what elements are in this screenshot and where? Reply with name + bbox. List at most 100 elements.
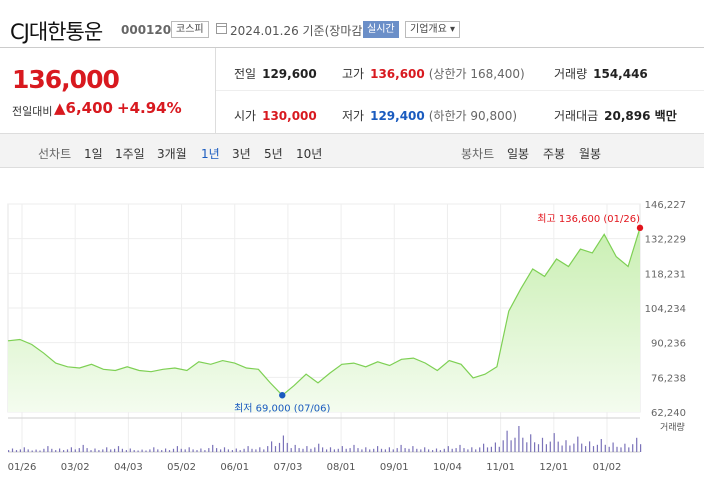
- volume-bar: [541, 437, 544, 452]
- x-tick-label: 01/26: [8, 462, 37, 473]
- volume-bar: [498, 446, 500, 452]
- volume-bar: [632, 444, 634, 452]
- x-tick-label: 06/01: [220, 462, 249, 473]
- price-summary: 136,000 전일대비 ▲6,400 +4.94%: [0, 48, 215, 133]
- calendar-icon: [216, 23, 227, 34]
- high-marker: [636, 224, 644, 232]
- x-axis: 01/26 03/02 04/03 05/02 06/01 07/03 08/01 09/01…: [8, 462, 622, 473]
- price-area: [8, 227, 640, 412]
- volume-bar: [172, 448, 175, 453]
- period-3m[interactable]: 3개월: [157, 147, 187, 161]
- y-tick-label: 132,229: [645, 235, 686, 246]
- volume-bar: [314, 447, 316, 452]
- volume-bar: [239, 450, 241, 452]
- volume-bar: [55, 450, 57, 452]
- volume-bar: [63, 450, 65, 452]
- volume-bar: [322, 447, 324, 452]
- volume-bar: [581, 443, 583, 453]
- volume-bar: [483, 443, 485, 452]
- candle-weekly[interactable]: 주봉: [543, 147, 566, 161]
- stat-prev: 전일 129,600: [234, 67, 317, 81]
- volume-bar: [208, 448, 210, 452]
- volume-bar: [620, 447, 622, 452]
- volume-bar: [157, 449, 159, 452]
- volume-bar: [455, 448, 457, 452]
- volume-bar: [412, 446, 414, 452]
- period-3y[interactable]: 3년: [232, 147, 251, 161]
- volume-bar: [82, 444, 84, 452]
- volume-bar: [459, 444, 461, 452]
- price-stats: 전일 129,600 고가 136,600 (상한가 168,400) 거래량 154,…: [216, 48, 704, 133]
- period-1w[interactable]: 1주일: [115, 147, 145, 161]
- period-1y[interactable]: 1년: [201, 147, 220, 161]
- stat-low: 저가 129,400 (하한가 90,800): [342, 109, 518, 123]
- volume-bar: [51, 448, 53, 453]
- volume-bar: [161, 450, 163, 452]
- period-1d[interactable]: 1일: [84, 147, 103, 161]
- volume-bar: [573, 443, 575, 453]
- realtime-button[interactable]: 실시간: [363, 21, 399, 38]
- volume-bar: [380, 448, 383, 453]
- x-tick-label: 11/01: [486, 462, 515, 473]
- y-tick-label: 146,227: [645, 200, 686, 211]
- y-tick-label: 62,240: [651, 408, 686, 419]
- volume-bar: [604, 444, 606, 452]
- volume-bar: [180, 448, 182, 453]
- volume-bar: [168, 450, 171, 452]
- volume-bar: [428, 449, 430, 452]
- volume-bar: [537, 444, 540, 452]
- volume-bar: [8, 450, 10, 452]
- candle-daily[interactable]: 일봉: [507, 147, 530, 161]
- volume-bar: [326, 449, 328, 452]
- stat-amount: 거래대금 20,896 백만: [554, 109, 677, 123]
- prev-change-label: 전일대비: [12, 105, 53, 118]
- volume-bar: [70, 447, 72, 452]
- low-marker: [279, 392, 286, 399]
- volume-bar: [345, 448, 347, 453]
- period-5y[interactable]: 5년: [264, 147, 283, 161]
- period-10y[interactable]: 10년: [296, 147, 323, 161]
- volume-bar: [11, 448, 14, 452]
- volume-bar: [43, 448, 45, 453]
- volume-bar: [259, 447, 261, 452]
- volume-bar: [447, 446, 449, 452]
- volume-bar: [74, 449, 76, 452]
- volume-bar: [86, 448, 88, 452]
- volume-bar: [200, 448, 202, 452]
- volume-bar: [526, 442, 528, 453]
- volume-bar: [479, 447, 481, 452]
- volume-bar: [110, 449, 112, 452]
- volume-bar: [494, 442, 496, 452]
- volume-bar: [388, 447, 390, 452]
- volume-bar: [196, 450, 198, 452]
- volume-bar: [443, 448, 445, 453]
- volume-bars: [8, 426, 642, 453]
- volume-bar: [424, 447, 426, 452]
- volume-bar: [596, 444, 598, 452]
- volume-bar: [592, 446, 595, 452]
- y-tick-label: 76,238: [651, 373, 686, 384]
- company-info-dropdown[interactable]: 기업개요 ▾: [405, 21, 461, 38]
- volume-bar: [267, 446, 269, 452]
- volume-bar: [640, 444, 642, 452]
- volume-bar: [518, 426, 520, 452]
- volume-bar: [165, 448, 167, 452]
- volume-bar: [153, 447, 155, 452]
- volume-bar: [227, 449, 229, 452]
- volume-bar: [612, 442, 614, 452]
- line-chart-label: 선차트: [38, 147, 72, 161]
- volume-bar: [349, 448, 351, 452]
- x-tick-label: 01/02: [593, 462, 622, 473]
- volume-bar: [396, 448, 398, 452]
- chevron-down-icon: ▾: [450, 24, 456, 35]
- volume-bar: [188, 447, 190, 452]
- volume-bar: [628, 447, 630, 452]
- company-info-label: 기업개요: [410, 24, 447, 35]
- volume-bar: [192, 449, 194, 452]
- volume-bar: [329, 447, 332, 452]
- candle-monthly[interactable]: 월봉: [579, 147, 602, 161]
- volume-bar: [294, 444, 296, 452]
- x-tick-label: 07/03: [273, 462, 302, 473]
- volume-bar: [361, 449, 363, 452]
- volume-bar: [59, 448, 61, 452]
